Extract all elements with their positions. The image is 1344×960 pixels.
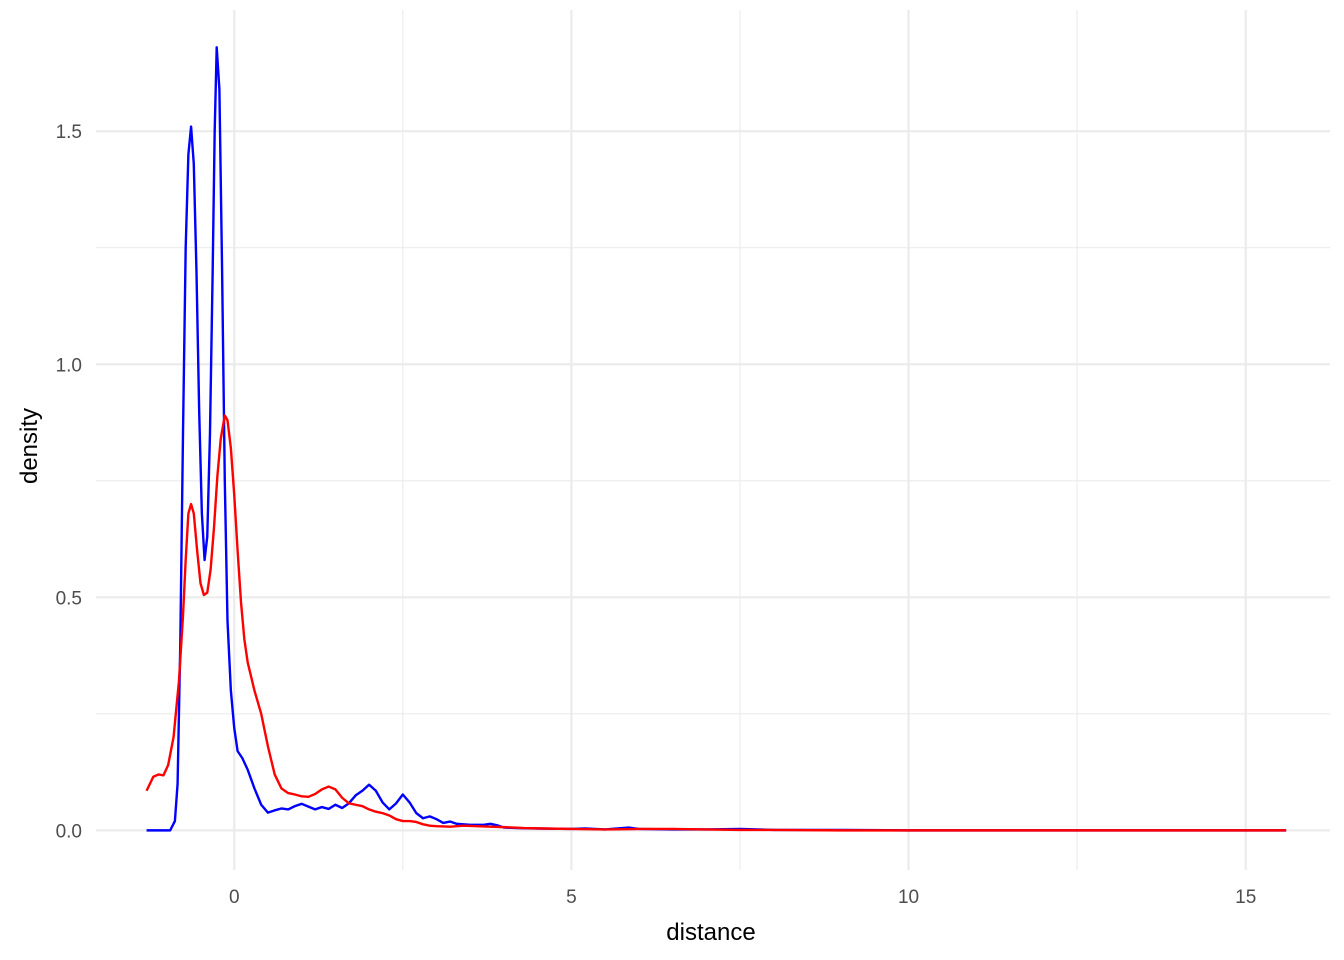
y-axis-title: density (16, 408, 43, 484)
x-tick-label: 10 (898, 887, 919, 908)
grid-lines (96, 10, 1330, 870)
x-tick-label: 5 (566, 887, 577, 908)
y-tick-label: 1.0 (56, 355, 82, 376)
y-tick-label: 1.5 (56, 122, 82, 143)
y-tick-label: 0.5 (56, 588, 82, 609)
x-axis-title: distance (666, 919, 755, 946)
x-tick-label: 0 (229, 887, 240, 908)
series-lines (145, 46, 1287, 832)
series-line-1 (146, 46, 1287, 832)
series-line-2 (145, 414, 1287, 832)
tick-labels: 0 5 10 15 0.0 0.5 1.0 1.5 (56, 122, 1257, 908)
y-tick-label: 0.0 (56, 821, 82, 842)
x-tick-label: 15 (1235, 887, 1256, 908)
